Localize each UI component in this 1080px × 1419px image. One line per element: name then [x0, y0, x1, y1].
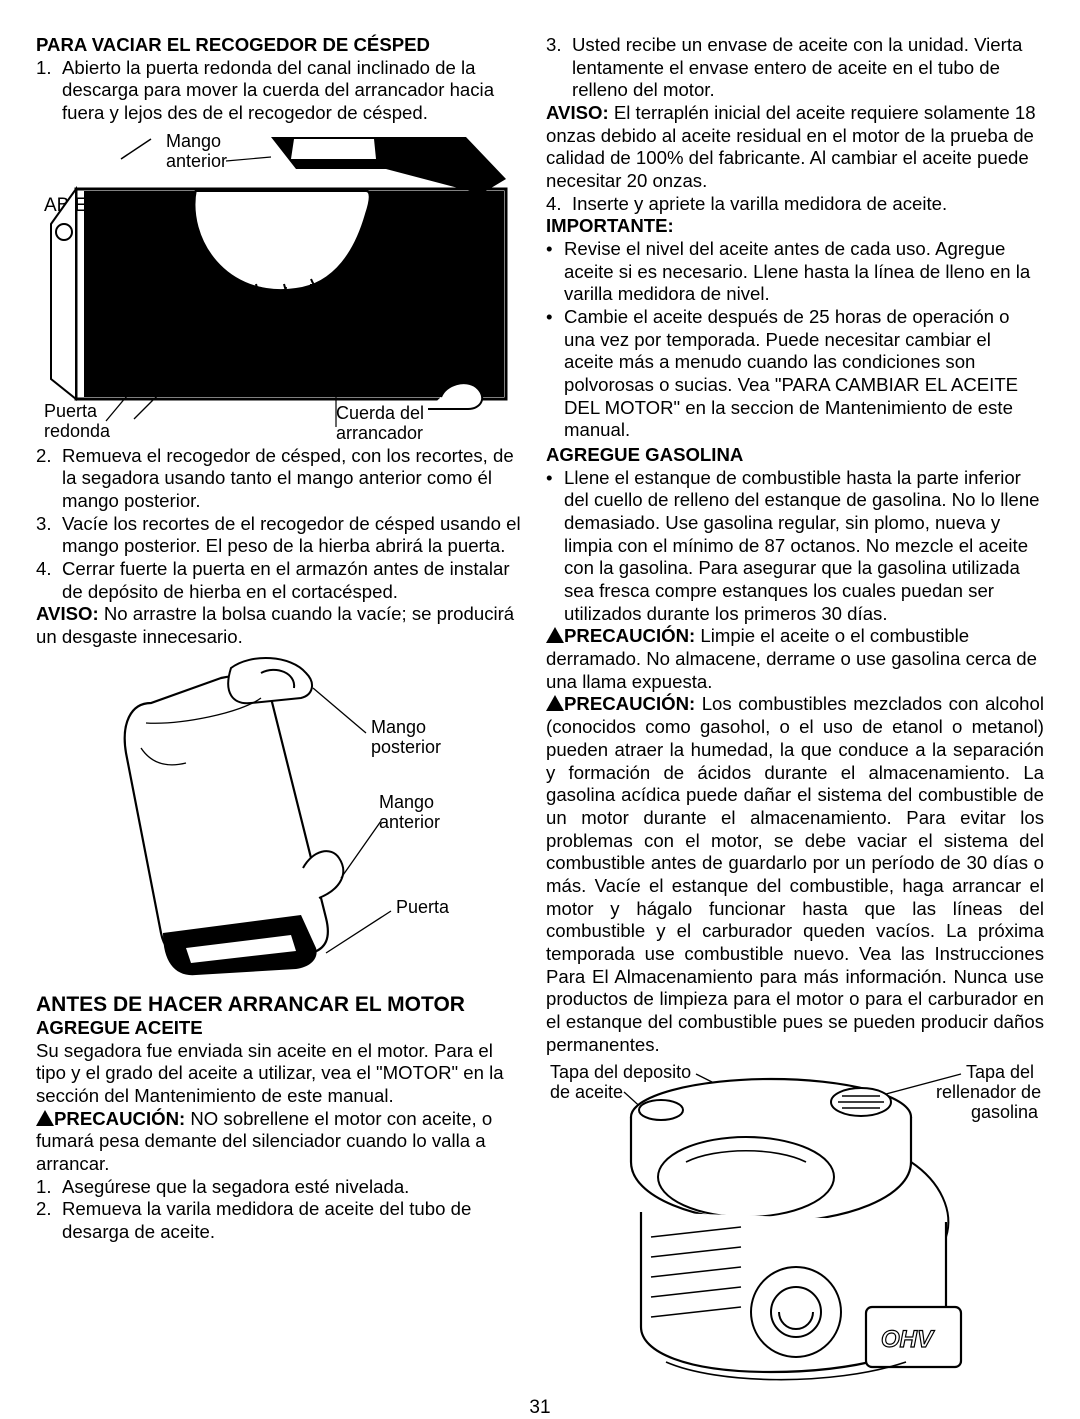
- list-item: 4.Cerrar fuerte la puerta en el armazón …: [36, 558, 526, 603]
- label-puerta-fig2: Puerta: [396, 897, 450, 917]
- list-number: 2.: [36, 445, 62, 513]
- list-item: 1.Asegúrese que la segadora esté nivelad…: [36, 1176, 526, 1199]
- bullet: •: [546, 238, 564, 306]
- label-cuerda: Cuerda del: [336, 403, 424, 423]
- para-aceite: Su segadora fue enviada sin aceite en el…: [36, 1040, 526, 1108]
- label-cuerda-2: arrancador: [336, 423, 423, 439]
- list-aceite: 1.Asegúrese que la segadora esté nivelad…: [36, 1176, 526, 1244]
- aviso-label: AVISO:: [36, 603, 99, 624]
- aviso-bag: AVISO: No arrastre la bolsa cuando la va…: [36, 603, 526, 648]
- warning-icon: [546, 627, 564, 643]
- heading-gasolina: AGREGUE GASOLINA: [546, 444, 1044, 467]
- aviso-terraplén: AVISO: El terraplén inicial del aceite r…: [546, 102, 1044, 193]
- heading-vaciar: PARA VACIAR EL RECOGEDOR DE CÉSPED: [36, 34, 526, 57]
- list-number: 3.: [36, 513, 62, 558]
- precaucion-aceite: PRECAUCIÓN: NO sobrellene el motor con a…: [36, 1108, 526, 1176]
- list-text: Abierto la puerta redonda del canal incl…: [62, 57, 526, 125]
- figure-recogedor-open: Mango anterior ABIERTO: [36, 129, 526, 439]
- label-tapa-rellenador: Tapa del: [966, 1062, 1034, 1082]
- list-number: 4.: [36, 558, 62, 603]
- label-tapa-deposito: Tapa del deposito: [550, 1062, 691, 1082]
- list-item: 2.Remueva el recogedor de césped, con lo…: [36, 445, 526, 513]
- list-item: •Revise el nivel del aceite antes de cad…: [546, 238, 1044, 306]
- label-puerta-redonda-2: redonda: [44, 421, 111, 439]
- label-tapa-deposito-2: de aceite: [550, 1082, 623, 1102]
- list-item: 4.Inserte y apriete la varilla medidora …: [546, 193, 1044, 216]
- left-column: PARA VACIAR EL RECOGEDOR DE CÉSPED 1. Ab…: [36, 34, 526, 1398]
- list-number: 4.: [546, 193, 572, 216]
- list-number: 1.: [36, 57, 62, 125]
- precaucion-label: PRECAUCIÓN:: [564, 625, 695, 646]
- list-number: 1.: [36, 1176, 62, 1199]
- list-item: •Cambie el aceite después de 25 horas de…: [546, 306, 1044, 442]
- right-column: 3.Usted recibe un envase de aceite con l…: [546, 34, 1044, 1398]
- figure-engine: Tapa del deposito de aceite Tapa del rel…: [546, 1062, 1044, 1392]
- bullet-text: Cambie el aceite después de 25 horas de …: [564, 306, 1044, 442]
- list-item: 2.Remueva la varila medidora de aceite d…: [36, 1198, 526, 1243]
- list-item: 1. Abierto la puerta redonda del canal i…: [36, 57, 526, 125]
- list-right-1: 3.Usted recibe un envase de aceite con l…: [546, 34, 1044, 102]
- list-item: 3.Usted recibe un envase de aceite con l…: [546, 34, 1044, 102]
- heading-importante: IMPORTANTE:: [546, 215, 1044, 238]
- precaucion-gasolina-1: PRECAUCIÓN: Limpie el aceite o el combus…: [546, 625, 1044, 693]
- precaucion-label: PRECAUCIÓN:: [564, 693, 695, 714]
- label-puerta-redonda: Puerta: [44, 401, 98, 421]
- ohv-text: OHV: [881, 1326, 935, 1353]
- list-vaciar-2: 2.Remueva el recogedor de césped, con lo…: [36, 445, 526, 604]
- list-vaciar-1: 1. Abierto la puerta redonda del canal i…: [36, 57, 526, 125]
- list-number: 2.: [36, 1198, 62, 1243]
- heading-antes-arrancar: ANTES DE HACER ARRANCAR EL MOTOR: [36, 993, 526, 1017]
- list-text: Vacíe los recortes de el recogedor de cé…: [62, 513, 526, 558]
- warning-icon: [36, 1110, 54, 1126]
- heading-agregue-aceite: AGREGUE ACEITE: [36, 1017, 526, 1040]
- precaucion-label: PRECAUCIÓN:: [54, 1108, 185, 1129]
- manual-page: PARA VACIAR EL RECOGEDOR DE CÉSPED 1. Ab…: [36, 34, 1044, 1398]
- bullet: •: [546, 306, 564, 442]
- aviso-text: No arrastre la bolsa cuando la vacíe; se…: [36, 603, 514, 647]
- list-text: Cerrar fuerte la puerta en el armazón an…: [62, 558, 526, 603]
- list-text: Inserte y apriete la varilla medidora de…: [572, 193, 1044, 216]
- list-item: 3.Vacíe los recortes de el recogedor de …: [36, 513, 526, 558]
- list-text: Remueva el recogedor de césped, con los …: [62, 445, 526, 513]
- bullets-importante: •Revise el nivel del aceite antes de cad…: [546, 238, 1044, 442]
- list-text: Usted recibe un envase de aceite con la …: [572, 34, 1044, 102]
- precaucion-text: Los combustibles mezclados con alcohol (…: [546, 693, 1044, 1054]
- label-tapa-rellenador-2: rellenador de: [936, 1082, 1041, 1102]
- precaucion-gasolina-2: PRECAUCIÓN: Los combustibles mezclados c…: [546, 693, 1044, 1056]
- bullet: •: [546, 467, 564, 626]
- list-right-2: 4.Inserte y apriete la varilla medidora …: [546, 193, 1044, 216]
- list-text: Remueva la varila medidora de aceite del…: [62, 1198, 526, 1243]
- aviso-label: AVISO:: [546, 102, 609, 123]
- bullet-text: Revise el nivel del aceite antes de cada…: [564, 238, 1044, 306]
- aviso-text: El terraplén inicial del aceite requiere…: [546, 102, 1036, 191]
- page-number: 31: [36, 1396, 1044, 1419]
- warning-icon: [546, 695, 564, 711]
- label-mango-anterior-2: anterior: [166, 151, 227, 171]
- list-text: Asegúrese que la segadora esté nivelada.: [62, 1176, 526, 1199]
- label-mango-anterior: Mango: [166, 131, 221, 151]
- list-number: 3.: [546, 34, 572, 102]
- label-mango-posterior-2: posterior: [371, 737, 441, 757]
- label-tapa-rellenador-3: gasolina: [971, 1102, 1039, 1122]
- label-mango-posterior: Mango: [371, 717, 426, 737]
- figure-bag: Mango posterior Mango anterior Puerta: [36, 653, 526, 983]
- label-mango-anterior-fig2: Mango: [379, 792, 434, 812]
- bullets-gasolina: •Llene el estanque de combustible hasta …: [546, 467, 1044, 626]
- bullet-text: Llene el estanque de combustible hasta l…: [564, 467, 1044, 626]
- label-mango-anterior-fig2-2: anterior: [379, 812, 440, 832]
- list-item: •Llene el estanque de combustible hasta …: [546, 467, 1044, 626]
